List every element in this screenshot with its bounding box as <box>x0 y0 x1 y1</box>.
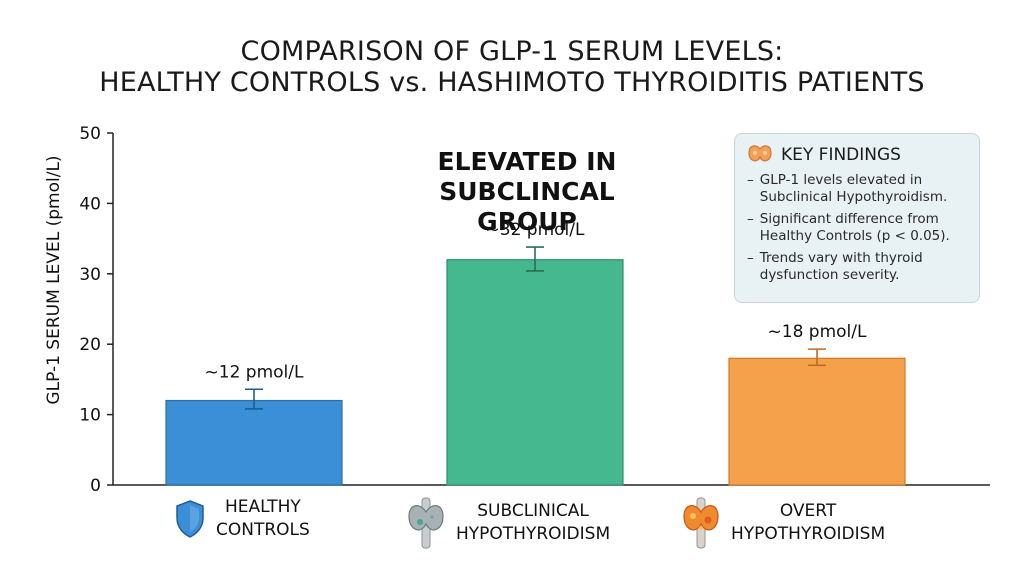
category-label-line2: HYPOTHYROIDISM <box>456 524 611 544</box>
bar-1 <box>165 399 343 486</box>
finding-item: – Trends vary with thyroid dysfunction s… <box>747 250 923 283</box>
category-label-line2: CONTROLS <box>216 520 310 540</box>
finding-3-line1: Trends vary with thyroid <box>759 250 923 266</box>
y-tick-label: 50 <box>79 124 101 144</box>
shield-icon <box>176 500 204 538</box>
key-findings-title: KEY FINDINGS <box>781 145 901 165</box>
category-healthy-controls: HEALTHY CONTROLS <box>174 496 310 542</box>
y-tick-label: 20 <box>79 335 101 355</box>
thyroid-icon <box>748 145 772 162</box>
data-label: ~12 pmol/L <box>205 362 304 382</box>
y-tick-label: 40 <box>79 194 101 214</box>
y-tick-label: 10 <box>79 406 101 426</box>
bar-2 <box>446 259 624 486</box>
finding-2-line1: Significant difference from <box>759 211 939 227</box>
category-overt: OVERT HYPOTHYROIDISM <box>681 496 885 550</box>
category-label-line1: HEALTHY <box>224 497 301 517</box>
chart-title-line1: COMPARISON OF GLP-1 SERUM LEVELS: <box>240 36 784 67</box>
y-tick-label: 30 <box>79 265 101 285</box>
data-label: ~18 pmol/L <box>768 322 867 342</box>
finding-item: – GLP-1 levels elevated in Subclinical H… <box>747 172 948 205</box>
finding-3-line2: dysfunction severity. <box>759 267 900 283</box>
thyroid-gray-icon <box>408 497 444 549</box>
y-tick-label: 0 <box>90 476 101 496</box>
data-label: ~32 pmol/L <box>486 220 585 240</box>
callout-line1: ELEVATED IN <box>437 147 617 176</box>
category-subclinical: SUBCLINICAL HYPOTHYROIDISM <box>406 496 610 550</box>
chart-title-line2: HEALTHY CONTROLS vs. HASHIMOTO THYROIDIT… <box>99 67 925 98</box>
category-label-line2: HYPOTHYROIDISM <box>731 524 886 544</box>
category-label-line1: OVERT <box>779 501 837 521</box>
finding-item: – Significant difference from Healthy Co… <box>747 211 950 244</box>
category-label-line1: SUBCLINICAL <box>477 501 589 521</box>
bar-3 <box>728 357 906 486</box>
finding-1-line1: GLP-1 levels elevated in <box>759 172 923 188</box>
key-findings-header: KEY FINDINGS <box>747 144 967 166</box>
key-findings-panel: KEY FINDINGS – GLP-1 levels elevated in … <box>734 133 980 303</box>
callout-line2: SUBCLINCAL GROUP <box>439 177 615 236</box>
thyroid-inflamed-icon <box>683 497 719 549</box>
finding-2-line2: Healthy Controls (p < 0.05). <box>759 228 950 244</box>
finding-1-line2: Subclinical Hypothyroidism. <box>759 189 948 205</box>
